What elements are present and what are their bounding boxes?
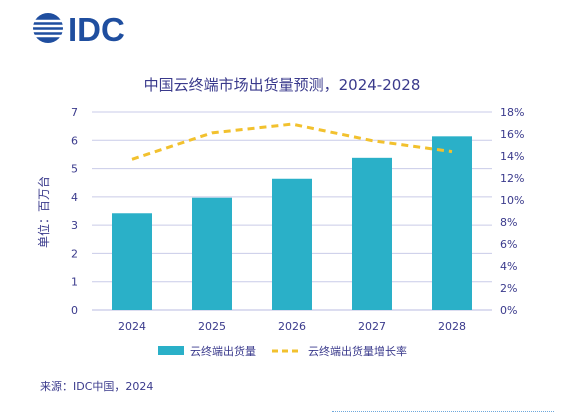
y-right-tick-label: 18% bbox=[500, 106, 524, 119]
y-left-tick-label: 4 bbox=[71, 191, 78, 204]
bar-2024 bbox=[112, 213, 152, 310]
idc-logo: IDC bbox=[33, 11, 125, 48]
y-right-axis: 0% 2% 4% 6% 8% 10% 12% 14% 16% 18% bbox=[500, 106, 524, 317]
y-left-tick-label: 5 bbox=[71, 163, 78, 176]
dotted-divider bbox=[332, 411, 554, 412]
x-tick-label: 2025 bbox=[198, 320, 226, 333]
x-tick-label: 2026 bbox=[278, 320, 306, 333]
legend-bar-label: 云终端出货量 bbox=[190, 344, 256, 358]
logo-text: IDC bbox=[68, 11, 125, 48]
y-right-tick-label: 2% bbox=[500, 282, 517, 295]
y-right-tick-label: 12% bbox=[500, 172, 524, 185]
y-right-tick-label: 6% bbox=[500, 238, 517, 251]
legend: 云终端出货量 云终端出货量增长率 bbox=[158, 344, 407, 358]
y-left-tick-label: 6 bbox=[71, 134, 78, 147]
y-right-tick-label: 14% bbox=[500, 150, 524, 163]
y-right-tick-label: 8% bbox=[500, 216, 517, 229]
y-left-tick-label: 0 bbox=[71, 304, 78, 317]
chart-title: 中国云终端市场出货量预测，2024-2028 bbox=[144, 76, 421, 94]
growth-rate-line bbox=[131, 122, 453, 161]
bar-2028 bbox=[432, 136, 472, 310]
bar-2025 bbox=[192, 197, 232, 310]
bar-2027 bbox=[352, 157, 392, 310]
y-right-tick-label: 10% bbox=[500, 194, 524, 207]
growth-line bbox=[131, 122, 453, 161]
y-left-axis: 0 1 2 3 4 5 6 7 bbox=[71, 106, 78, 317]
source-note: 来源：IDC中国，2024 bbox=[40, 380, 154, 393]
bar-2026 bbox=[272, 178, 312, 310]
y-right-tick-label: 0% bbox=[500, 304, 517, 317]
y-right-tick-label: 16% bbox=[500, 128, 524, 141]
x-tick-label: 2024 bbox=[118, 320, 146, 333]
y-left-label: 单位：百万台 bbox=[36, 176, 51, 248]
bars bbox=[112, 136, 472, 310]
y-left-tick-label: 1 bbox=[71, 276, 78, 289]
globe-icon bbox=[33, 13, 63, 43]
y-right-tick-label: 4% bbox=[500, 260, 517, 273]
x-tick-label: 2027 bbox=[358, 320, 386, 333]
legend-line-label: 云终端出货量增长率 bbox=[308, 344, 407, 358]
y-left-tick-label: 3 bbox=[71, 219, 78, 232]
legend-bar-swatch bbox=[158, 346, 184, 355]
x-tick-label: 2028 bbox=[438, 320, 466, 333]
x-axis: 2024 2025 2026 2027 2028 bbox=[118, 320, 466, 333]
y-left-tick-label: 2 bbox=[71, 247, 78, 260]
y-left-tick-label: 7 bbox=[71, 106, 78, 119]
